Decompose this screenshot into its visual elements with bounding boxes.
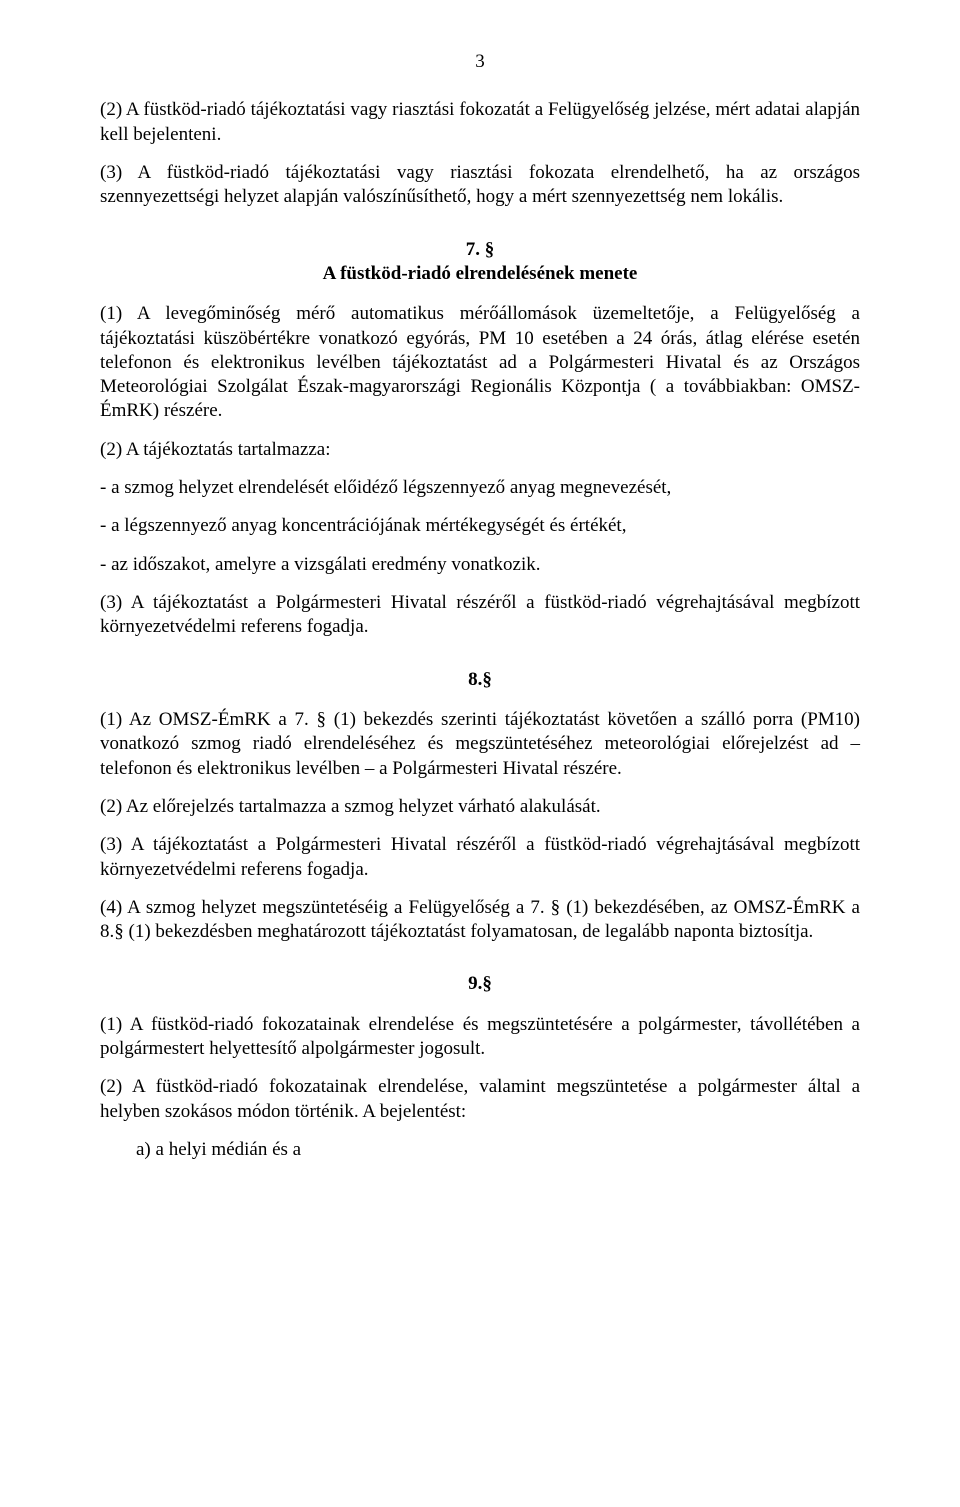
list-item: - a légszennyező anyag koncentrációjának… bbox=[100, 514, 860, 538]
list-item: a) a helyi médián és a bbox=[100, 1138, 860, 1162]
paragraph: (3) A tájékoztatást a Polgármesteri Hiva… bbox=[100, 833, 860, 882]
paragraph: (1) Az OMSZ-ÉmRK a 7. § (1) bekezdés sze… bbox=[100, 708, 860, 781]
paragraph: (2) A tájékoztatás tartalmazza: bbox=[100, 438, 860, 462]
list-item: - a szmog helyzet elrendelését előidéző … bbox=[100, 476, 860, 500]
list-item: - az időszakot, amelyre a vizsgálati ere… bbox=[100, 553, 860, 577]
paragraph: (1) A füstköd-riadó fokozatainak elrende… bbox=[100, 1013, 860, 1062]
paragraph: (3) A tájékoztatást a Polgármesteri Hiva… bbox=[100, 591, 860, 640]
section-heading-8: 8.§ bbox=[100, 668, 860, 692]
paragraph: (3) A füstköd-riadó tájékoztatási vagy r… bbox=[100, 161, 860, 210]
paragraph: (2) Az előrejelzés tartalmazza a szmog h… bbox=[100, 795, 860, 819]
document-page: 3 (2) A füstköd-riadó tájékoztatási vagy… bbox=[0, 0, 960, 1507]
paragraph: (2) A füstköd-riadó fokozatainak elrende… bbox=[100, 1075, 860, 1124]
paragraph: (1) A levegőminőség mérő automatikus mér… bbox=[100, 302, 860, 424]
paragraph: (4) A szmog helyzet megszüntetéséig a Fe… bbox=[100, 896, 860, 945]
section-heading-9: 9.§ bbox=[100, 972, 860, 996]
page-number: 3 bbox=[100, 50, 860, 74]
paragraph: (2) A füstköd-riadó tájékoztatási vagy r… bbox=[100, 98, 860, 147]
section-heading-7: 7. § A füstköd-riadó elrendelésének mene… bbox=[100, 238, 860, 287]
